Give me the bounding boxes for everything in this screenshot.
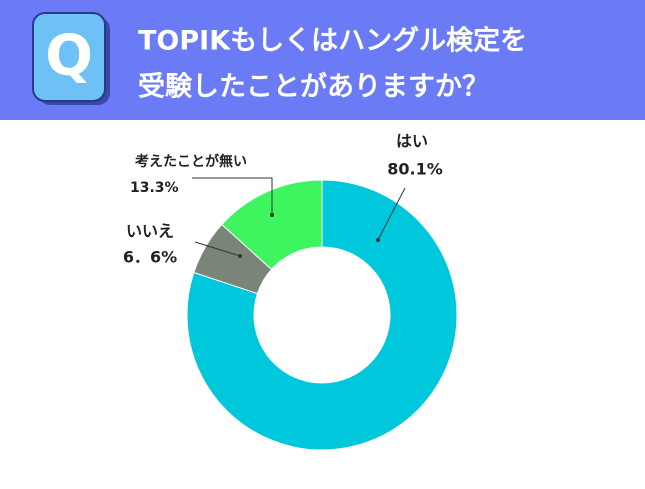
category-label: はい: [396, 132, 428, 151]
value-label: 13.3%: [130, 180, 179, 196]
leader-dot: [270, 213, 274, 217]
value-label: 80.1%: [387, 160, 443, 179]
donut-segment: [221, 179, 323, 271]
title-line: TOPIKもしくはハングル検定を: [138, 25, 527, 57]
donut-segment: [186, 179, 458, 451]
category-label: いいえ: [126, 222, 174, 241]
leader-line: [192, 177, 273, 215]
leader-line: [194, 241, 241, 257]
leader-dot: [376, 238, 380, 242]
icon-box: [32, 12, 106, 102]
title-line: 受験したことがありますか？: [138, 71, 489, 103]
leader-dot: [238, 254, 242, 258]
category-label: 考えたことが無い: [135, 153, 247, 170]
leader-line: [377, 187, 406, 241]
value-label: 6．6%: [123, 248, 177, 267]
icon-letter: Q: [45, 24, 93, 89]
